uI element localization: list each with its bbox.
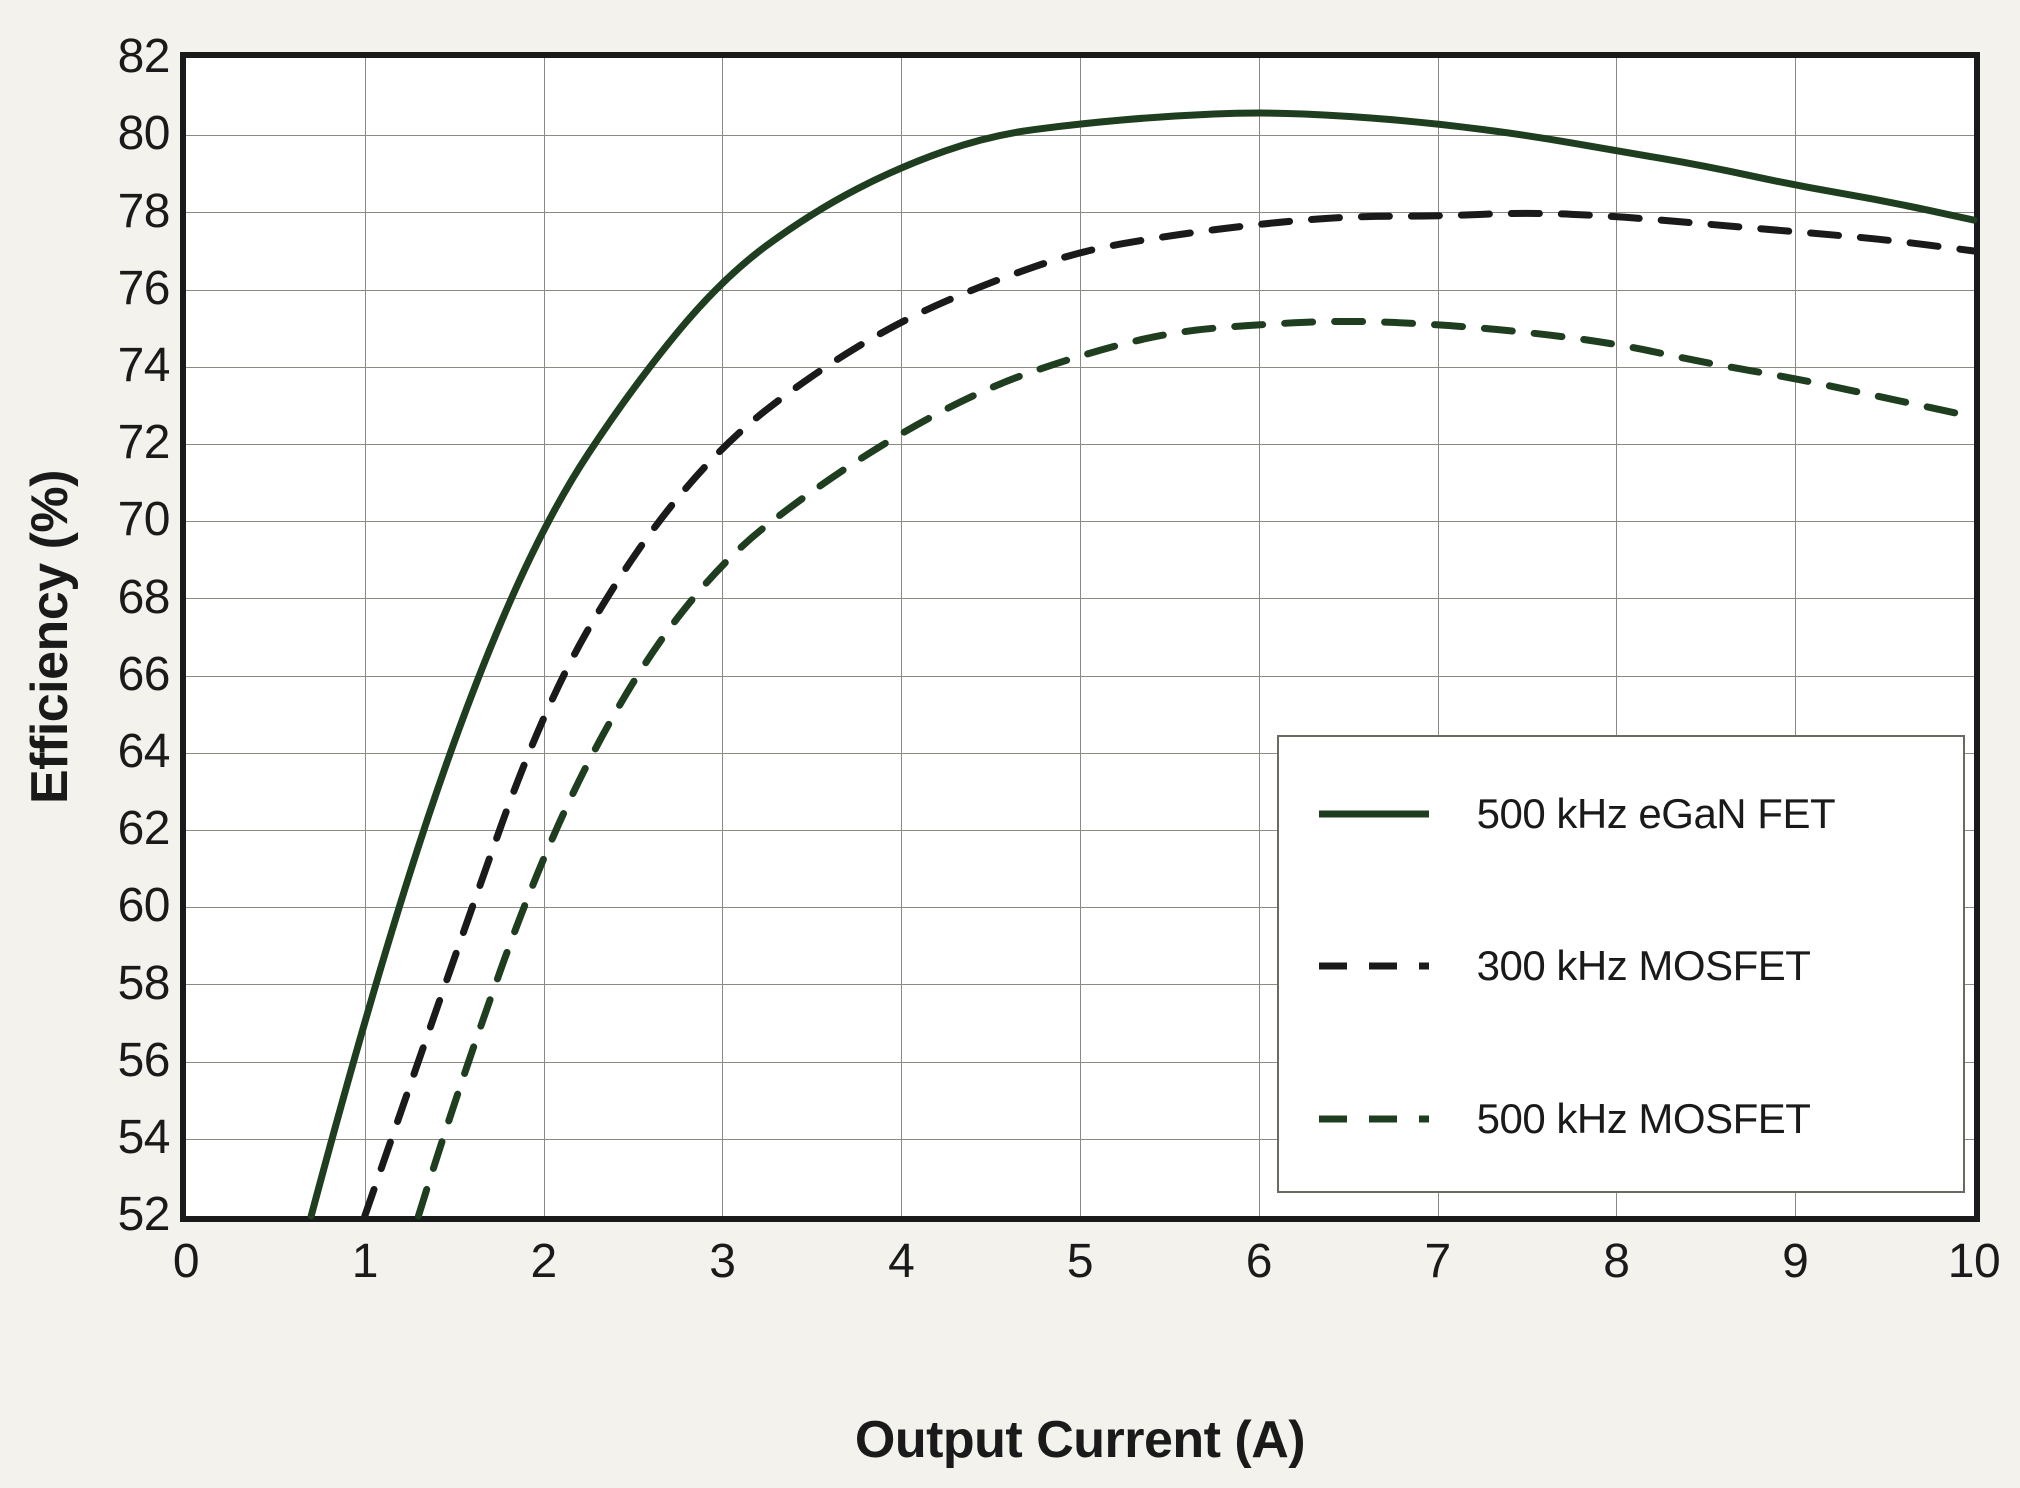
legend-row: 300 kHz MOSFET — [1319, 942, 1811, 990]
legend-label: 500 kHz MOSFET — [1477, 1095, 1811, 1143]
x-tick-label: 8 — [1576, 1234, 1656, 1289]
legend-row: 500 kHz eGaN FET — [1319, 790, 1835, 838]
y-tick-label: 58 — [90, 956, 170, 1011]
legend-row: 500 kHz MOSFET — [1319, 1095, 1811, 1143]
y-tick-label: 60 — [90, 878, 170, 933]
y-tick-label: 82 — [90, 29, 170, 84]
x-tick-label: 5 — [1040, 1234, 1120, 1289]
efficiency-chart: 500 kHz eGaN FET 300 kHz MOSFET 500 kHz MO… — [0, 0, 2020, 1488]
legend-swatch — [1319, 794, 1429, 834]
plot-area: 500 kHz eGaN FET 300 kHz MOSFET 500 kHz MO… — [180, 52, 1980, 1222]
x-tick-label: 4 — [861, 1234, 941, 1289]
y-tick-label: 52 — [90, 1187, 170, 1242]
y-tick-label: 80 — [90, 106, 170, 161]
y-tick-label: 66 — [90, 647, 170, 702]
x-tick-label: 7 — [1398, 1234, 1478, 1289]
x-axis-label: Output Current (A) — [680, 1410, 1480, 1470]
legend-swatch — [1319, 1099, 1429, 1139]
x-tick-label: 0 — [146, 1234, 226, 1289]
legend-label: 300 kHz MOSFET — [1477, 942, 1811, 990]
y-tick-label: 56 — [90, 1033, 170, 1088]
y-tick-label: 62 — [90, 801, 170, 856]
y-tick-label: 54 — [90, 1110, 170, 1165]
y-tick-label: 72 — [90, 415, 170, 470]
y-tick-label: 74 — [90, 338, 170, 393]
x-tick-label: 2 — [504, 1234, 584, 1289]
legend-label: 500 kHz eGaN FET — [1477, 790, 1835, 838]
y-axis-label: Efficiency (%) — [20, 437, 80, 837]
legend-swatch — [1319, 946, 1429, 986]
legend: 500 kHz eGaN FET 300 kHz MOSFET 500 kHz MO… — [1277, 735, 1965, 1192]
x-tick-label: 6 — [1219, 1234, 1299, 1289]
x-tick-label: 3 — [682, 1234, 762, 1289]
y-tick-label: 76 — [90, 261, 170, 316]
x-tick-label: 9 — [1755, 1234, 1835, 1289]
y-tick-label: 68 — [90, 570, 170, 625]
x-tick-label: 1 — [325, 1234, 405, 1289]
y-tick-label: 70 — [90, 492, 170, 547]
x-tick-label: 10 — [1934, 1234, 2014, 1289]
y-tick-label: 64 — [90, 724, 170, 779]
y-tick-label: 78 — [90, 184, 170, 239]
